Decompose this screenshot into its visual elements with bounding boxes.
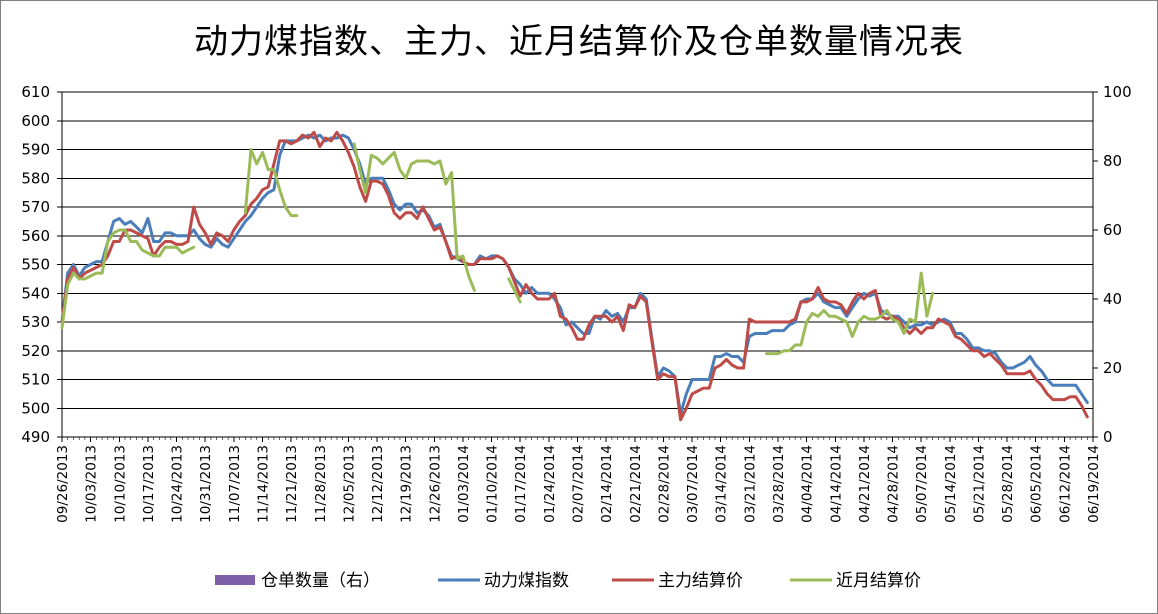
x-tick-label: 03/07/2014 [685,445,701,523]
x-tick-label: 11/28/2013 [313,445,329,523]
y-left-tick-label: 490 [21,428,50,446]
x-tick-label: 10/03/2013 [84,445,100,523]
x-tick-label: 06/19/2014 [1086,445,1102,523]
y-left-tick-label: 520 [21,342,50,360]
x-tick-label: 03/21/2014 [742,445,758,523]
series-line-1 [60,133,1089,416]
x-tick-label: 02/28/2014 [656,445,672,523]
y-left-tick-label: 540 [21,284,50,302]
legend-label-1: 动力煤指数 [484,571,569,591]
y-right-tick-label: 60 [1103,221,1122,239]
x-tick-label: 12/26/2013 [427,445,443,523]
y-left-tick-label: 610 [21,83,50,101]
series-line-3 [352,142,476,292]
x-tick-label: 05/14/2014 [943,445,959,523]
x-tick-label: 06/05/2014 [1029,445,1045,523]
y-left-tick-label: 570 [21,198,50,216]
x-tick-label: 04/14/2014 [828,445,844,523]
y-left-tick-label: 500 [21,399,50,417]
x-tick-label: 06/12/2014 [1057,445,1073,523]
x-tick-label: 01/24/2014 [542,445,558,523]
x-tick-label: 05/07/2014 [914,445,930,523]
x-tick-label: 02/14/2014 [599,445,615,523]
y-right-tick-label: 20 [1103,359,1122,377]
x-tick-label: 03/28/2014 [771,445,787,523]
y-right-tick-label: 0 [1103,428,1113,446]
series-line-3 [243,148,299,218]
x-tick-label: 05/21/2014 [971,445,987,523]
y-left-tick-label: 550 [21,256,50,274]
x-tick-label: 10/24/2013 [170,445,186,523]
series-line-2 [60,130,1089,422]
y-right-tick-label: 100 [1103,83,1132,101]
series-line-3 [765,271,935,356]
x-tick-label: 10/10/2013 [112,445,128,523]
x-tick-label: 09/26/2013 [55,445,71,523]
x-tick-label: 04/04/2014 [800,445,816,523]
x-tick-label: 03/14/2014 [714,445,730,523]
y-left-tick-label: 530 [21,313,50,331]
x-tick-label: 11/07/2013 [227,445,243,523]
x-tick-label: 12/19/2013 [399,445,415,523]
legend-label-2: 主力结算价 [658,571,743,591]
legend-label-0: 仓单数量（右） [261,571,380,591]
x-tick-label: 01/03/2014 [456,445,472,523]
x-tick-label: 02/07/2014 [571,445,587,523]
legend-swatch-0 [215,575,255,585]
series-line-3 [507,277,522,304]
x-tick-label: 02/21/2014 [628,445,644,523]
y-right-tick-label: 40 [1103,290,1122,308]
y-left-tick-label: 590 [21,141,50,159]
y-left-tick-label: 580 [21,169,50,187]
x-tick-label: 01/10/2014 [485,445,501,523]
y-right-tick-label: 80 [1103,152,1122,170]
x-tick-label: 04/28/2014 [886,445,902,523]
x-tick-label: 12/12/2013 [370,445,386,523]
x-tick-label: 01/17/2014 [513,445,529,523]
series-line-3 [60,228,196,330]
x-tick-label: 10/31/2013 [198,445,214,523]
x-tick-label: 05/28/2014 [1000,445,1016,523]
y-left-tick-label: 560 [21,227,50,245]
x-tick-label: 11/14/2013 [255,445,271,523]
x-tick-label: 10/17/2013 [141,445,157,523]
legend-label-3: 近月结算价 [836,571,921,591]
chart-title: 动力煤指数、主力、近月结算价及仓单数量情况表 [194,22,964,62]
x-tick-label: 11/21/2013 [284,445,300,523]
x-tick-label: 04/21/2014 [857,445,873,523]
y-left-tick-label: 600 [21,112,50,130]
y-left-tick-label: 510 [21,371,50,389]
x-tick-label: 12/05/2013 [341,445,357,523]
